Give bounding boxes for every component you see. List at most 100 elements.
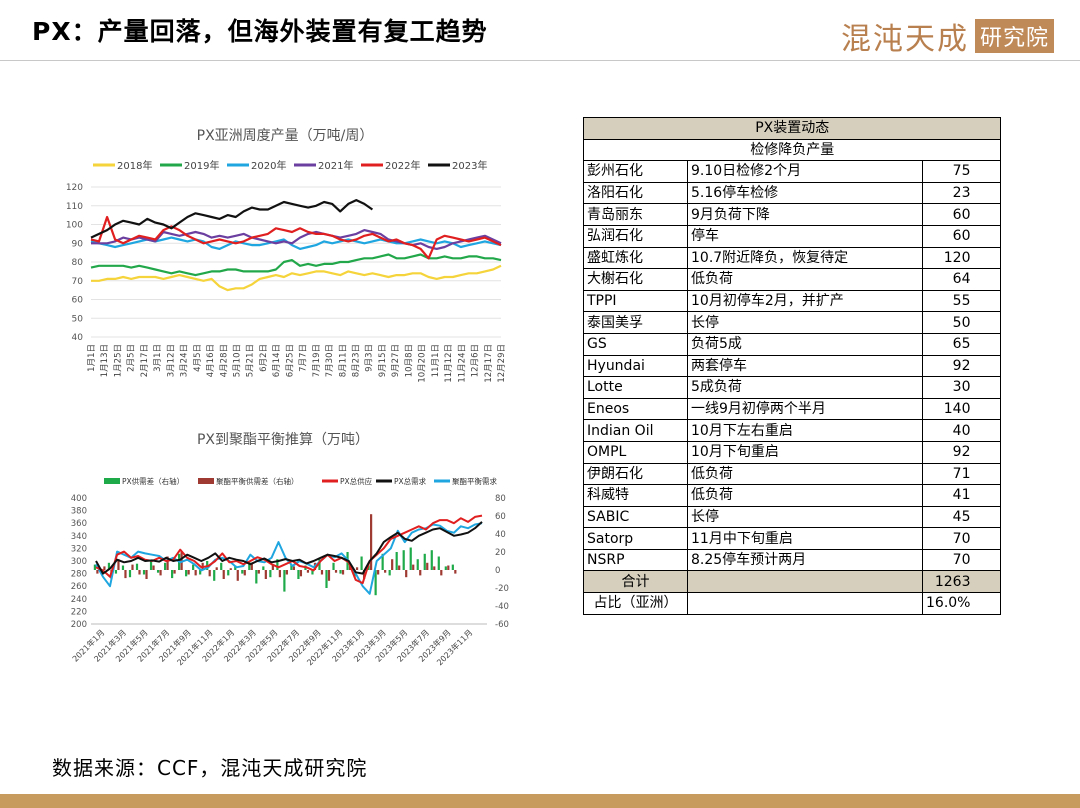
unit-name: NSRP (583, 548, 688, 572)
bar-px-gap (93, 564, 96, 570)
brand-box: 研究院 (974, 19, 1054, 53)
unit-capacity: 60 (921, 203, 1002, 226)
unit-name: Hyundai (583, 354, 688, 378)
y2-tick-label: 60 (495, 512, 506, 522)
data-source: 数据来源：CCF，混沌天成研究院 (52, 756, 368, 780)
bar-polyester-gap (271, 564, 274, 570)
y-tick-label: 220 (71, 607, 87, 617)
unit-name: 大榭石化 (583, 268, 688, 291)
unit-capacity: 50 (921, 311, 1002, 334)
x-tick-label: 6月14日 (272, 344, 282, 377)
bar-polyester-gap (334, 570, 338, 573)
x-tick-label: 9月3日 (365, 344, 375, 372)
footer-bar (0, 794, 1080, 808)
bar-polyester-gap (250, 562, 253, 570)
bar-polyester-gap (384, 570, 387, 573)
x-tick-label: 11月1日 (431, 344, 441, 377)
bar-px-gap (269, 570, 272, 578)
x-tick-label: 12月17日 (484, 344, 494, 383)
unit-status: 一线9月初停两个半月 (687, 397, 923, 421)
table-row: NSRP 8.25停车预计两月 70 (583, 548, 1002, 572)
x-tick-label: 1月13日 (100, 344, 110, 377)
bar-px-gap (262, 566, 265, 570)
bar-px-gap (381, 553, 384, 570)
x-tick-label: 9月15日 (378, 344, 388, 377)
bar-polyester-gap (355, 567, 359, 570)
bar-polyester-gap (124, 570, 127, 579)
bar-polyester-gap (285, 570, 288, 575)
bar-polyester-gap (454, 570, 457, 574)
y-tick-label: 40 (72, 333, 84, 343)
series-line-2022年 (90, 215, 502, 260)
bar-polyester-gap (215, 567, 218, 570)
legend-label: 2023年 (452, 159, 487, 172)
table-row: SABIC 长停 45 (583, 505, 1002, 529)
unit-status: 低负荷 (687, 268, 923, 291)
unit-capacity: 64 (921, 268, 1002, 291)
bar-polyester-gap (131, 564, 134, 570)
legend-label: PX总需求 (394, 476, 427, 486)
unit-capacity: 23 (921, 181, 1002, 205)
unit-capacity: 70 (921, 548, 1002, 572)
y-tick-label: 80 (72, 258, 84, 268)
bar-polyester-gap (152, 565, 155, 570)
bar-px-gap (199, 570, 202, 575)
y-tick-label: 50 (72, 314, 84, 324)
bar-polyester-gap (447, 565, 450, 570)
bar-px-gap (402, 550, 405, 570)
legend-label: 聚酯平衡需求 (452, 476, 497, 486)
unit-name: SABIC (583, 505, 688, 529)
series-line-2023年 (90, 198, 374, 239)
unit-status: 低负荷 (687, 462, 923, 486)
x-tick-label: 2月17日 (140, 344, 150, 377)
bar-polyester-gap (327, 570, 331, 581)
x-tick-label: 4月16日 (206, 344, 216, 377)
bar-polyester-gap (398, 565, 401, 570)
bar-polyester-gap (138, 570, 141, 575)
x-tick-label: 7月30日 (325, 344, 335, 377)
unit-status: 长停 (687, 505, 923, 529)
series-line-2018年 (91, 264, 502, 292)
unit-capacity: 75 (921, 160, 1002, 183)
chart2-title: PX到聚酯平衡推算（万吨） (197, 432, 369, 448)
unit-status: 10月下旬重启 (687, 440, 923, 464)
bar-polyester-gap (362, 570, 366, 579)
bar-polyester-gap (236, 570, 239, 581)
x-tick-label: 4月28日 (219, 344, 229, 377)
y-tick-label: 400 (71, 494, 87, 504)
legend-label: PX供需差（右轴） (122, 476, 184, 486)
bar-polyester-gap (419, 570, 422, 576)
x-tick-label: 11月24日 (457, 344, 467, 383)
table-share-row: 占比（亚洲） 16.0% (583, 592, 1002, 615)
bar-polyester-gap (341, 570, 345, 575)
x-tick-label: 4月5日 (193, 344, 203, 372)
legend-label: 2022年 (385, 159, 420, 172)
unit-name: 洛阳石化 (583, 181, 688, 205)
bar-polyester-gap (370, 514, 373, 570)
unit-name: 伊朗石化 (583, 462, 688, 486)
legend-label: 2020年 (251, 159, 286, 172)
table-row: Eneos 一线9月初停两个半月 140 (583, 397, 1002, 421)
unit-capacity: 70 (921, 527, 1002, 550)
unit-name: TPPI (583, 289, 688, 313)
bar-px-gap (156, 570, 160, 573)
table-row: 青岛丽东 9月负荷下降 60 (583, 203, 1002, 226)
series-line-PX总需求 (95, 521, 483, 575)
legend-label: 2019年 (184, 159, 219, 172)
bar-polyester-gap (377, 570, 380, 575)
bar-px-gap (185, 570, 188, 577)
legend-swatch-PX供需差（右轴） (104, 478, 120, 484)
table-row: Satorp 11月中下旬重启 70 (583, 527, 1002, 550)
bar-polyester-gap (166, 556, 169, 570)
bar-px-gap (163, 562, 167, 570)
bar-px-gap (437, 556, 440, 570)
x-tick-label: 8月23日 (352, 344, 362, 377)
y-tick-label: 340 (71, 532, 87, 542)
table-row: 彭州石化 9.10日检修2个月 75 (583, 160, 1002, 183)
bar-px-gap (451, 564, 454, 570)
unit-capacity: 92 (921, 440, 1002, 464)
y-tick-label: 360 (71, 519, 87, 529)
x-tick-label: 10月20日 (418, 344, 428, 383)
unit-status: 低负荷 (687, 484, 923, 507)
unit-status: 5.16停车检修 (687, 181, 923, 205)
